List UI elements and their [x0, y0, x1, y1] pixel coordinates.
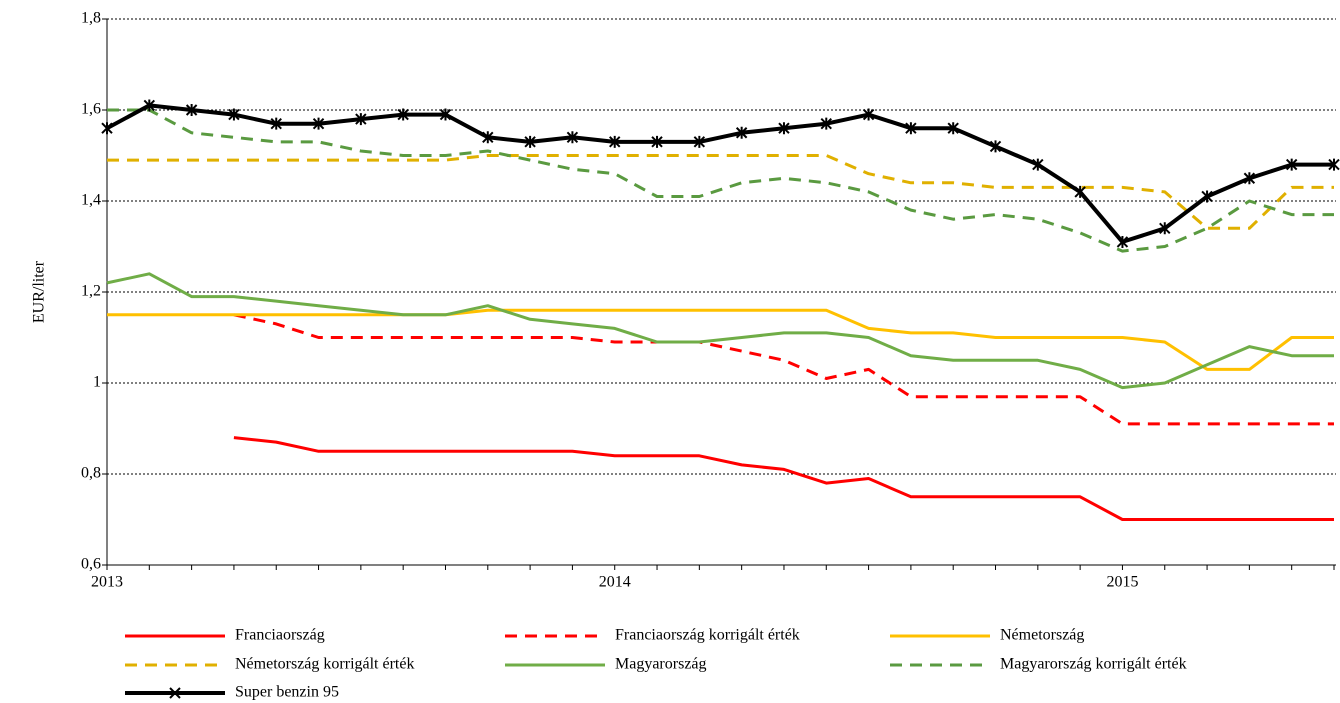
x-tick-label: 2013 [91, 574, 123, 591]
y-tick-label: 1 [93, 374, 101, 391]
y-tick-label: 1,2 [81, 283, 101, 300]
marker [1074, 185, 1086, 198]
legend-label: Németország korrigált érték [235, 656, 414, 673]
marker [947, 122, 959, 135]
marker [609, 135, 621, 148]
marker [693, 135, 706, 148]
marker [355, 113, 367, 126]
marker [862, 108, 875, 121]
marker [1201, 190, 1213, 203]
marker [1243, 172, 1256, 185]
legend-marker [169, 687, 181, 699]
marker [651, 135, 663, 148]
marker [143, 99, 156, 112]
y-tick-label: 0,8 [81, 465, 101, 482]
legend-label: Németország [1000, 627, 1084, 644]
legend-label: Super benzin 95 [235, 684, 339, 701]
x-tick-label: 2015 [1106, 574, 1138, 591]
series-line [233, 436, 1334, 521]
marker [397, 108, 409, 121]
x-tick-label: 2014 [599, 574, 631, 591]
marker [1328, 158, 1340, 171]
y-tick-label: 1,4 [81, 192, 101, 209]
marker [482, 131, 494, 144]
series-line [107, 308, 1334, 371]
marker [820, 117, 832, 130]
series-line [106, 272, 1334, 390]
series-line [107, 154, 1334, 230]
marker [1159, 222, 1171, 235]
legend-label: Magyarország korrigált érték [1000, 656, 1187, 673]
marker [312, 117, 325, 130]
y-tick-label: 1,6 [81, 101, 101, 118]
marker [1032, 158, 1044, 171]
y-tick-label: 0,6 [81, 556, 101, 573]
legend-label: Franciaország [235, 627, 325, 644]
y-tick-label: 1,8 [81, 10, 101, 27]
legend-label: Magyarország [615, 656, 707, 673]
y-axis-label: EUR/liter [31, 260, 48, 323]
marker [228, 108, 240, 121]
marker [524, 135, 536, 148]
marker [566, 131, 579, 144]
series-line [233, 313, 1334, 426]
marker [185, 104, 198, 116]
marker [1285, 158, 1298, 171]
series-line [107, 108, 1334, 253]
marker [439, 108, 452, 121]
marker [270, 117, 282, 130]
marker [735, 126, 748, 139]
marker [1116, 235, 1129, 248]
marker [101, 122, 113, 135]
marker [905, 122, 917, 135]
legend-label: Franciaország korrigált érték [615, 627, 800, 644]
series-line [106, 103, 1334, 244]
marker [989, 140, 1002, 153]
marker [778, 122, 790, 135]
